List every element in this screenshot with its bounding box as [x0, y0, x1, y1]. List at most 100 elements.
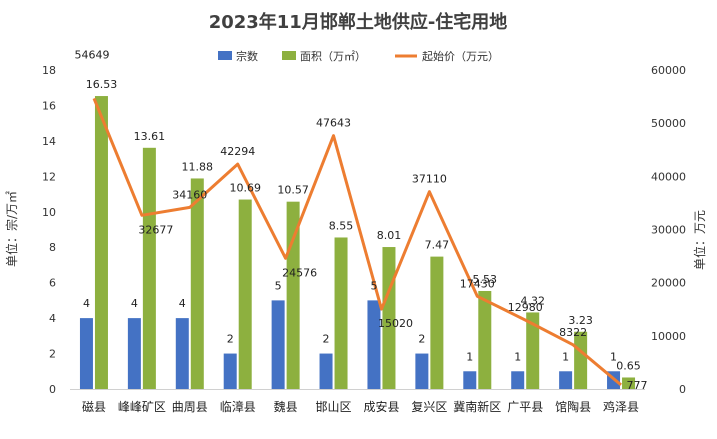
y-right-tick-2: 20000 — [651, 277, 686, 290]
y-left-tick-5: 10 — [42, 206, 56, 219]
price-line — [92, 97, 622, 387]
x-tick-7: 复兴区 — [411, 400, 447, 414]
label-price-7: 37110 — [412, 173, 447, 186]
x-tick-10: 馆陶县 — [555, 399, 591, 414]
y-right-tick-1: 10000 — [651, 330, 686, 343]
bar-count-4 — [271, 300, 285, 389]
bar-count-5 — [319, 353, 333, 389]
bar-area-5 — [334, 237, 348, 389]
bar-count-3 — [223, 353, 237, 389]
bar-area-3 — [238, 199, 252, 389]
y-right-tick-0: 0 — [679, 383, 686, 396]
legend: 宗数 面积（万㎡） 起始价（万元） — [218, 49, 499, 63]
label-area-9: 4.32 — [520, 294, 545, 307]
label-price-10: 8322 — [559, 326, 587, 339]
label-area-11: 0.65 — [616, 359, 641, 372]
label-price-4: 24576 — [282, 266, 317, 279]
label-count-5: 2 — [323, 333, 330, 346]
y-left-tick-2: 4 — [49, 312, 56, 325]
bar-area-9 — [526, 312, 540, 389]
label-count-8: 1 — [466, 350, 473, 363]
y-left-tick-6: 12 — [42, 170, 56, 183]
label-area-10: 3.23 — [568, 314, 593, 327]
y-left-tick-3: 6 — [49, 277, 56, 290]
x-tick-4: 魏县 — [274, 399, 298, 414]
y-right-tick-5: 50000 — [651, 117, 686, 130]
x-tick-1: 峰峰矿区 — [118, 400, 166, 414]
x-tick-6: 成安县 — [363, 399, 399, 414]
bar-area-2 — [190, 178, 204, 389]
label-count-11: 1 — [610, 350, 617, 363]
x-tick-8: 冀南新区 — [453, 399, 501, 414]
data-labels: 4 16.53 4 13.61 4 11.88 2 10.69 5 10.57 2 8.55 5 8.01… — [74, 48, 647, 391]
chart-title: 2023年11月邯郸土地供应-住宅用地 — [209, 11, 508, 33]
label-area-0: 16.53 — [86, 78, 118, 91]
bar-area-8 — [478, 290, 492, 389]
bar-count-2 — [175, 318, 189, 389]
y-left-tick-1: 2 — [49, 348, 56, 361]
bar-count-1 — [127, 318, 141, 389]
label-area-4: 10.57 — [277, 184, 309, 197]
label-count-3: 2 — [227, 333, 234, 346]
bar-area-7 — [430, 256, 444, 389]
bar-count-8 — [463, 371, 477, 389]
bar-count-0 — [79, 318, 93, 389]
label-area-8: 5.53 — [473, 273, 498, 286]
label-area-1: 13.61 — [134, 130, 166, 143]
bar-count-9 — [511, 371, 525, 389]
label-area-7: 7.47 — [425, 239, 450, 252]
label-count-6: 5 — [370, 279, 377, 292]
bar-count-6 — [367, 300, 381, 389]
y-right-tick-3: 30000 — [651, 224, 686, 237]
bar-area-1 — [142, 147, 156, 389]
label-price-2: 34160 — [172, 188, 207, 201]
bar-area-0 — [94, 96, 108, 389]
label-count-10: 1 — [562, 350, 569, 363]
x-tick-11: 鸡泽县 — [603, 399, 639, 414]
legend-label-1: 面积（万㎡） — [300, 50, 366, 63]
y-left-tick-9: 18 — [42, 64, 56, 77]
bar-count-10 — [559, 371, 573, 389]
y-left-tick-7: 14 — [42, 135, 56, 148]
y-left-tick-0: 0 — [49, 383, 56, 396]
y-left-title: 单位：宗/万㎡ — [4, 191, 19, 267]
label-price-8: 17430 — [460, 277, 495, 290]
label-count-0: 4 — [83, 297, 90, 310]
label-area-6: 8.01 — [377, 229, 402, 242]
y-left-tick-4: 8 — [49, 241, 56, 254]
legend-swatch-1 — [282, 51, 296, 60]
label-count-1: 4 — [131, 297, 138, 310]
price-line-path — [92, 97, 622, 387]
legend-label-2: 起始价（万元） — [422, 49, 499, 63]
label-price-0: 54649 — [74, 48, 109, 61]
y-left-tick-8: 16 — [42, 99, 56, 112]
label-price-5: 47643 — [316, 117, 351, 130]
label-area-3: 10.69 — [229, 182, 261, 195]
label-price-9: 12980 — [508, 301, 543, 314]
y-right-tick-4: 40000 — [651, 170, 686, 183]
y-right-tick-6: 60000 — [651, 64, 686, 77]
x-tick-2: 曲周县 — [172, 400, 208, 414]
axes: 0246810121416180100002000030000400005000… — [4, 64, 707, 414]
x-tick-9: 广平县 — [507, 400, 543, 414]
y-right-title: 单位：万元 — [692, 210, 707, 270]
bar-area-10 — [574, 331, 588, 389]
label-count-4: 5 — [275, 279, 282, 292]
label-area-2: 11.88 — [182, 160, 214, 173]
label-price-6: 15020 — [378, 317, 413, 330]
label-area-5: 8.55 — [329, 219, 354, 232]
legend-swatch-0 — [218, 51, 232, 60]
label-price-11: 777 — [627, 379, 648, 392]
label-count-7: 2 — [418, 333, 425, 346]
label-price-1: 32677 — [138, 223, 173, 236]
bar-count-7 — [415, 353, 429, 389]
x-tick-3: 临漳县 — [220, 399, 256, 414]
x-tick-5: 邯山区 — [316, 399, 352, 414]
label-count-9: 1 — [514, 350, 521, 363]
label-price-3: 42294 — [220, 145, 255, 158]
x-tick-0: 磁县 — [82, 399, 106, 414]
label-count-2: 4 — [179, 297, 186, 310]
legend-label-0: 宗数 — [236, 49, 258, 63]
